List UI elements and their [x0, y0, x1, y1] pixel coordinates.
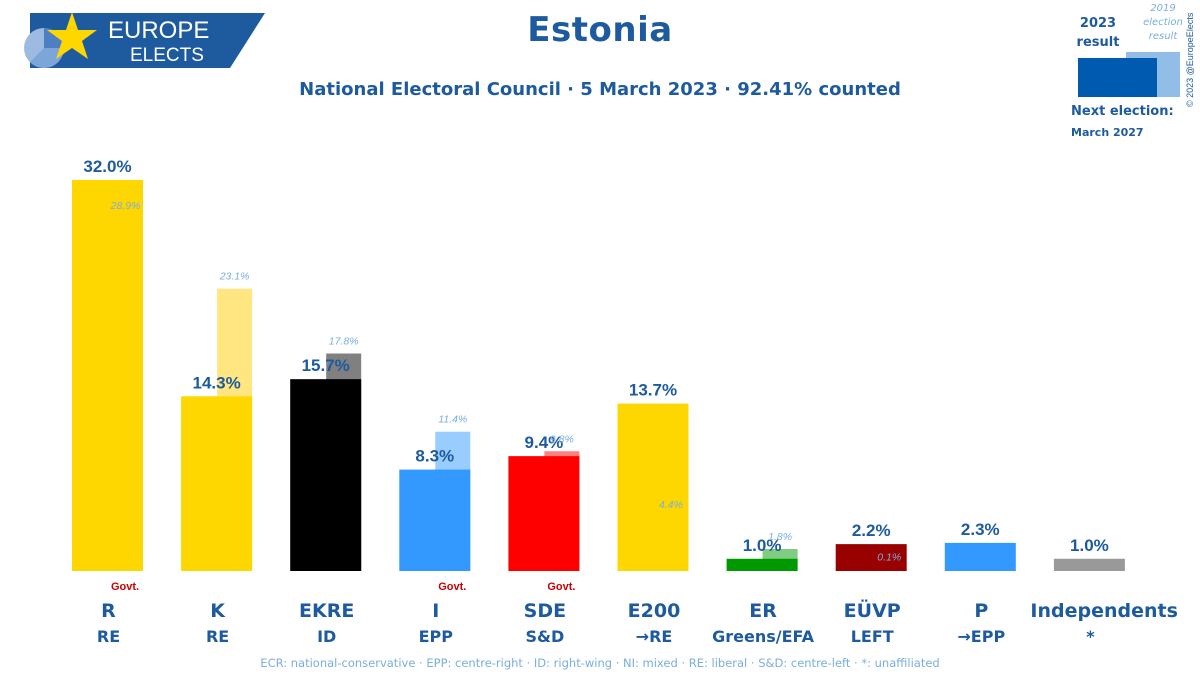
legend-current-swatch [1078, 58, 1157, 97]
value-label-previous-5: 4.4% [659, 499, 683, 511]
footnote: ECR: national-conservative · EPP: centre… [260, 656, 940, 670]
legend-current-text: result [1076, 35, 1120, 50]
party-label-9: Independents [1030, 600, 1178, 622]
legend-previous-year: 2019 [1150, 3, 1176, 14]
next-election-label: Next election: [1071, 104, 1174, 119]
value-label-current-9: 1.0% [1070, 536, 1109, 555]
value-label-previous-7: 0.1% [877, 552, 901, 564]
legend-current-year: 2023 [1079, 16, 1117, 31]
europe-elects-logo: EUROPE ELECTS [24, 12, 265, 68]
logo-text-europe: EUROPE [108, 17, 209, 44]
page-subtitle: National Electoral Council · 5 March 202… [299, 79, 901, 100]
value-label-current-8: 2.3% [961, 520, 1000, 539]
copyright-text: © 2023 @EuropeElects [1185, 12, 1195, 107]
bar-current-5 [617, 403, 689, 571]
party-label-3: I [432, 600, 440, 622]
govt-label-0: Govt. [111, 581, 139, 593]
value-label-current-7: 2.2% [852, 521, 891, 540]
group-label-0: RE [96, 627, 121, 646]
bar-chart: 32.0% 28.9% Govt. 14.3% 23.1% 15.7% 17.8% 8.3% 1… [72, 157, 1125, 593]
party-label-2: EKRE [299, 600, 355, 622]
govt-label-3: Govt. [438, 581, 466, 593]
party-label-5: E200 [627, 600, 681, 622]
bar-current-0 [72, 180, 143, 571]
group-label-4: S&D [525, 627, 565, 646]
bar-current-9 [1053, 558, 1125, 571]
bar-current-4 [508, 456, 580, 571]
legend-previous-text-1: election [1143, 17, 1183, 28]
bar-current-8 [944, 542, 1016, 571]
party-label-8: P [974, 600, 989, 622]
value-label-current-4: 9.4% [525, 433, 564, 452]
bar-current-2 [290, 379, 362, 571]
party-label-1: K [210, 600, 225, 622]
group-label-8: →EPP [957, 627, 1006, 646]
group-label-7: LEFT [850, 627, 894, 646]
next-election-date: March 2027 [1071, 126, 1144, 139]
logo-text-elects: ELECTS [130, 45, 204, 66]
value-label-current-2: 15.7% [302, 356, 350, 375]
govt-label-4: Govt. [547, 581, 575, 593]
value-label-previous-0: 28.9% [110, 200, 141, 212]
group-label-3: EPP [418, 627, 453, 646]
party-label-7: EÜVP [843, 600, 901, 622]
legend-previous-label: 2019 election result [1138, 2, 1188, 44]
bar-current-7 [835, 544, 907, 571]
logo-star-icon [47, 12, 97, 59]
value-label-current-0: 32.0% [83, 157, 131, 176]
value-label-current-5: 13.7% [629, 381, 677, 400]
value-label-previous-6: 1.8% [768, 531, 792, 543]
value-label-current-1: 14.3% [192, 373, 240, 392]
group-label-6: Greens/EFA [712, 627, 815, 646]
bar-current-3 [399, 469, 471, 571]
group-label-2: ID [317, 627, 337, 646]
value-label-previous-1: 23.1% [219, 271, 250, 283]
group-label-5: →RE [635, 627, 673, 646]
bar-current-1 [181, 396, 253, 571]
legend-current-label: 2023 result [1072, 14, 1124, 52]
value-label-current-3: 8.3% [415, 447, 454, 466]
party-label-6: ER [749, 600, 777, 622]
value-label-previous-3: 11.4% [438, 414, 467, 426]
page-title: Estonia [527, 10, 673, 50]
value-label-previous-2: 17.8% [329, 336, 359, 348]
copyright-notice: © 2023 @EuropeElects [1185, 12, 1195, 107]
group-label-9: * [1086, 627, 1095, 646]
bar-current-6 [726, 558, 798, 571]
legend-previous-text-2: result [1148, 31, 1178, 42]
party-label-0: R [101, 600, 116, 622]
party-label-4: SDE [523, 600, 567, 622]
value-label-current-6: 1.0% [743, 536, 782, 555]
value-label-previous-4: 9.8% [550, 433, 574, 445]
group-label-1: RE [205, 627, 230, 646]
